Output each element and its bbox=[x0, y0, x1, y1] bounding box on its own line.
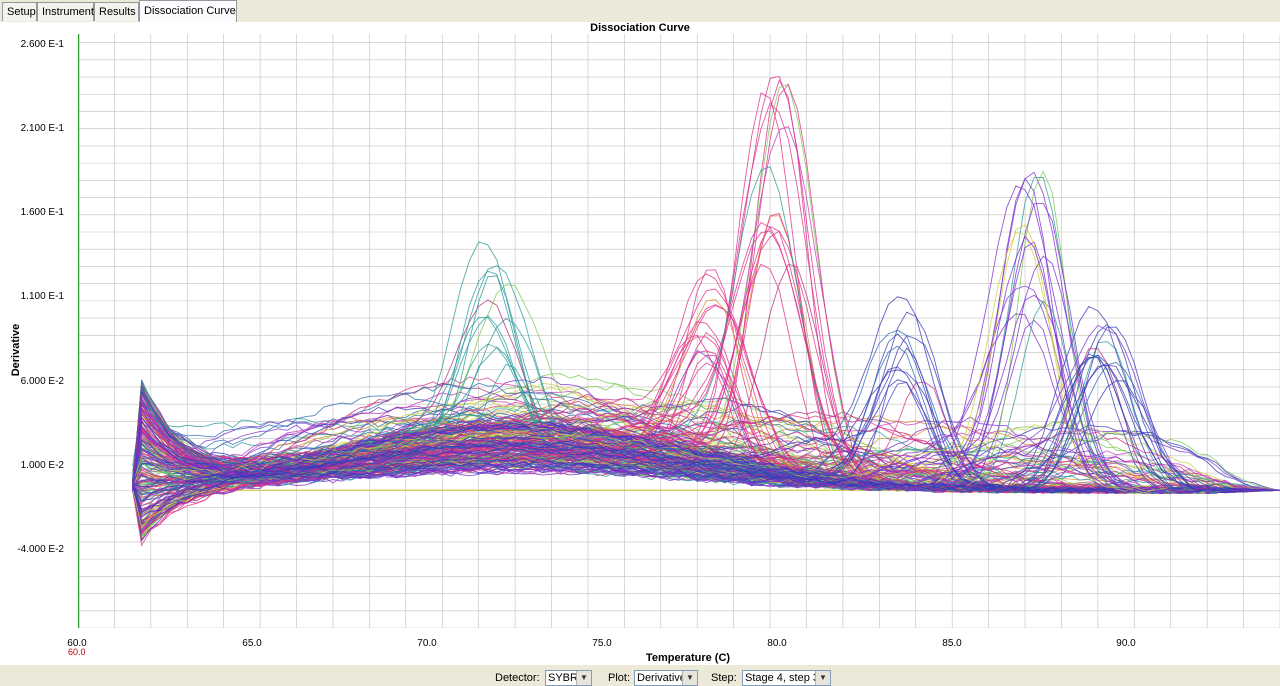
series-line bbox=[132, 323, 1280, 492]
chevron-down-icon[interactable]: ▼ bbox=[576, 671, 591, 685]
tab-dissociation-curve[interactable]: Dissociation Curve bbox=[139, 0, 237, 22]
y-tick-label: 1.100 E-1 bbox=[20, 291, 64, 302]
step-value: Stage 4, step 3 bbox=[745, 672, 819, 684]
y-tick-label: 2.600 E-1 bbox=[20, 39, 64, 50]
tab-bar: Setup Instrument Results Dissociation Cu… bbox=[0, 0, 1280, 23]
chevron-down-icon[interactable]: ▼ bbox=[815, 671, 830, 685]
detector-label: Detector: bbox=[495, 672, 540, 684]
y-tick-label: 6.000 E-2 bbox=[20, 376, 64, 387]
series-line bbox=[132, 347, 1280, 494]
y-axis-label: Derivative bbox=[10, 323, 22, 377]
x-axis-min-label: 60.0 bbox=[68, 647, 86, 657]
step-label: Step: bbox=[711, 672, 737, 684]
tab-results[interactable]: Results bbox=[94, 2, 139, 21]
detector-select[interactable]: SYBR ▼ bbox=[545, 670, 592, 686]
plot-area bbox=[78, 34, 1280, 628]
y-tick-label: -4.000 E-2 bbox=[17, 544, 64, 555]
x-tick-label: 60.0 bbox=[67, 638, 87, 649]
x-axis-label: Temperature (C) bbox=[645, 652, 731, 664]
step-select[interactable]: Stage 4, step 3 ▼ bbox=[742, 670, 831, 686]
series-line bbox=[132, 235, 1280, 525]
series-line bbox=[132, 348, 1280, 493]
series-line bbox=[132, 353, 1280, 514]
x-tick-label: 85.0 bbox=[942, 638, 962, 649]
y-tick-label: 1.000 E-2 bbox=[20, 460, 64, 471]
plot-value: Derivative bbox=[637, 672, 686, 684]
detector-value: SYBR bbox=[548, 672, 578, 684]
plot-select[interactable]: Derivative ▼ bbox=[634, 670, 698, 686]
x-tick-label: 65.0 bbox=[242, 638, 262, 649]
chart-title: Dissociation Curve bbox=[590, 22, 690, 34]
series-line bbox=[132, 326, 1280, 493]
x-tick-label: 70.0 bbox=[417, 638, 437, 649]
x-tick-label: 75.0 bbox=[592, 638, 612, 649]
series-line bbox=[132, 354, 1280, 492]
x-tick-label: 90.0 bbox=[1116, 638, 1136, 649]
series-line bbox=[132, 255, 1280, 493]
chart-panel: Dissociation Curve 2.600 E-1 2.100 E-1 1… bbox=[0, 22, 1280, 665]
x-tick-label: 80.0 bbox=[767, 638, 787, 649]
tab-setup[interactable]: Setup bbox=[2, 2, 37, 21]
y-tick-label: 1.600 E-1 bbox=[20, 207, 64, 218]
plot-controls: Detector: SYBR ▼ Plot: Derivative ▼ Step… bbox=[0, 665, 1280, 686]
series-line bbox=[132, 366, 1280, 541]
series-line bbox=[132, 324, 1280, 493]
series-line bbox=[132, 341, 1280, 492]
series-line bbox=[132, 362, 1280, 494]
tab-instrument[interactable]: Instrument bbox=[37, 2, 94, 21]
plot-label: Plot: bbox=[608, 672, 631, 684]
series-line bbox=[132, 296, 1280, 494]
y-tick-label: 2.100 E-1 bbox=[20, 123, 64, 134]
chevron-down-icon[interactable]: ▼ bbox=[682, 671, 697, 685]
